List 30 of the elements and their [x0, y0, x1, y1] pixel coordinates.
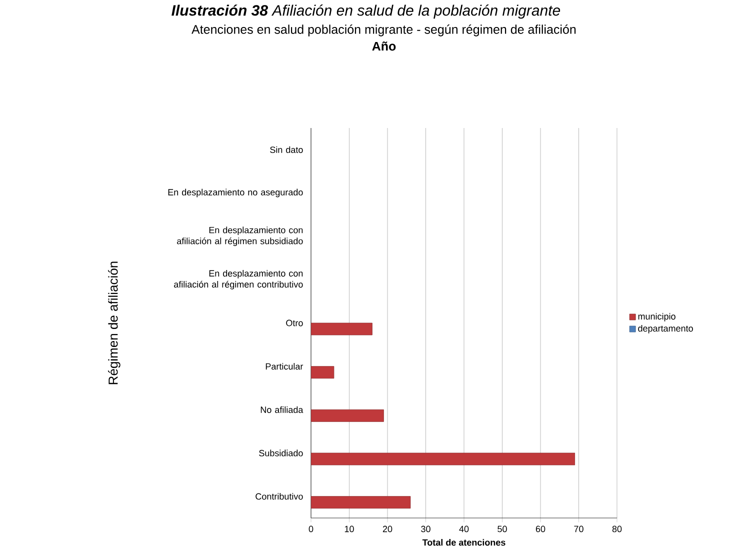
x-tick-label: 50	[498, 526, 507, 532]
x-axis-title: Total de atenciones	[422, 539, 506, 546]
y-tick-label: Contributivo	[256, 493, 303, 500]
y-tick-label: No afiliada	[260, 406, 304, 413]
y-axis-title: Régimen de afiliación	[108, 262, 120, 384]
y-tick-label: Subsidiado	[259, 450, 303, 456]
x-tick-label: 70	[574, 526, 584, 532]
y-tick-label: En desplazamiento no asegurado	[168, 188, 303, 198]
x-tick-label: 40	[459, 526, 469, 532]
x-tick-label: 20	[382, 526, 392, 532]
x-tick-label: 10	[344, 526, 354, 532]
bar	[311, 409, 384, 422]
bar	[311, 366, 334, 379]
x-tick-label: 80	[612, 526, 622, 532]
chart-subtitle: Atenciones en salud población migrante - según régimen de afiliación	[192, 24, 576, 36]
x-tick-label: 30	[421, 526, 430, 532]
text: Año	[372, 42, 396, 51]
bar	[311, 452, 576, 466]
y-tick-label: Particular	[266, 363, 304, 370]
x-tick-label: 60	[536, 526, 546, 532]
y-tick-label: En desplazamiento con afiliación al régimen contributivo	[174, 270, 303, 290]
bar	[311, 496, 411, 509]
y-tick-label: En desplazamiento con afiliación al régimen subsidiado	[177, 226, 303, 246]
bar	[311, 322, 372, 336]
y-tick-label: Sin dato	[270, 146, 303, 153]
chart-title: Ilustración 38 Afiliación en salud de la población migrante	[172, 4, 560, 19]
y-tick-label: Otro	[286, 320, 303, 326]
legend-label: departamento	[638, 324, 693, 334]
x-tick-label: 0	[308, 526, 314, 532]
legend-label: municipio	[638, 312, 676, 322]
